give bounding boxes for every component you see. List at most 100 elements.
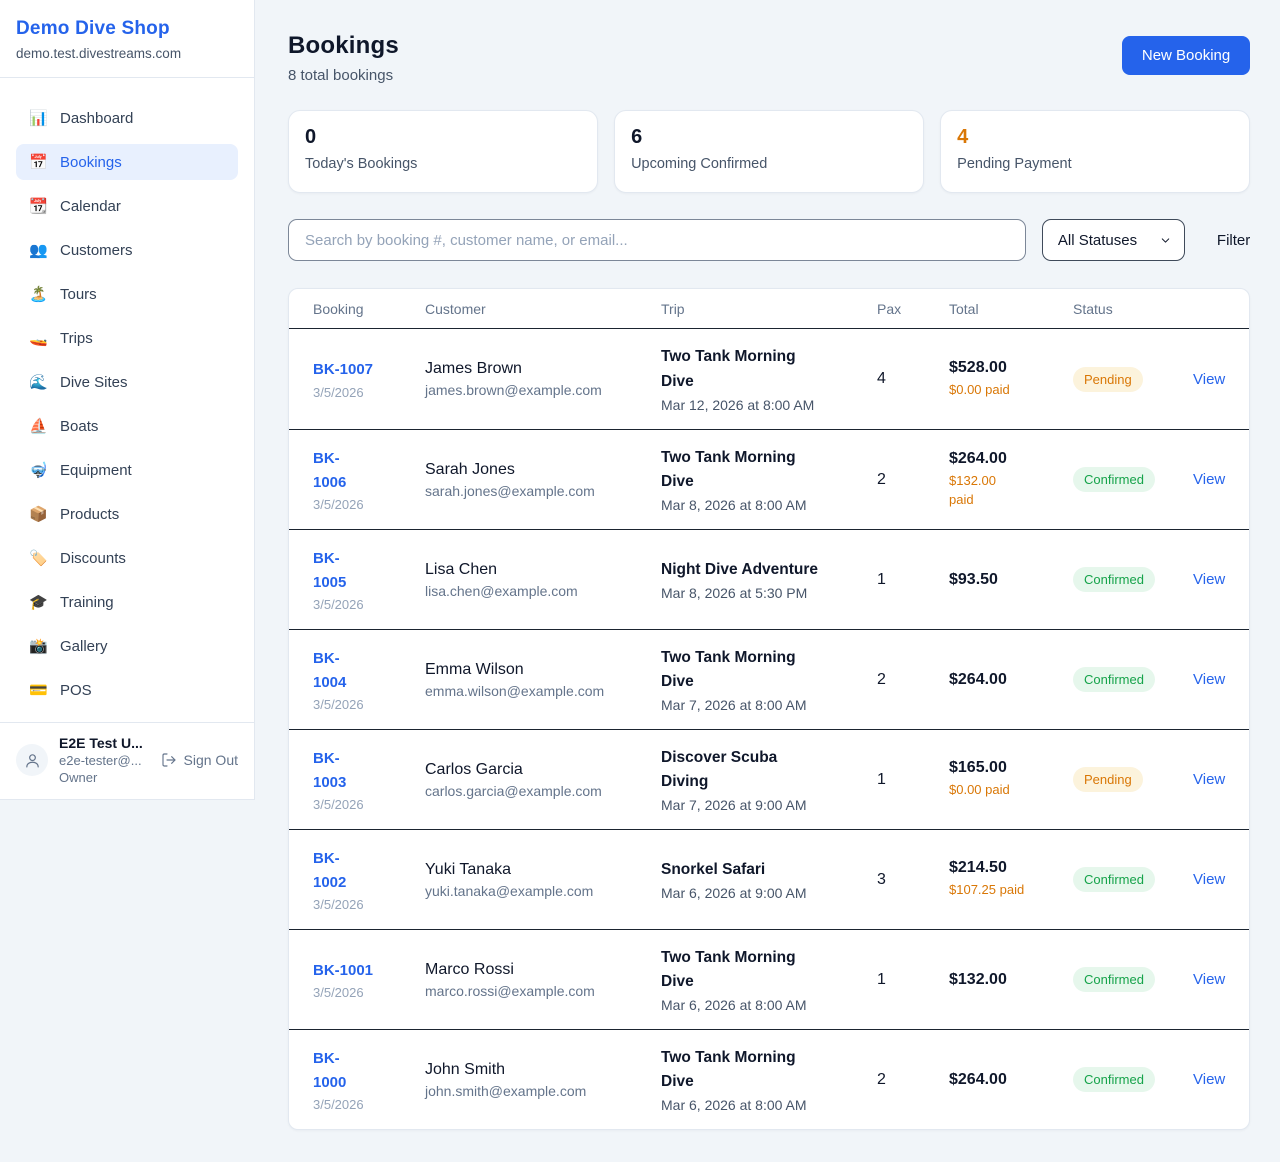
view-link[interactable]: View <box>1193 671 1226 688</box>
paid-amount: $107.25 paid <box>949 882 1025 898</box>
page-subtitle: 8 total bookings <box>288 67 394 84</box>
trip-datetime: Mar 8, 2026 at 5:30 PM <box>661 585 808 601</box>
table-row: BK-1001 3/5/2026 Marco Rossi marco.rossi… <box>289 929 1250 1029</box>
sidebar-item-dashboard[interactable]: 📊 Dashboard <box>16 100 238 136</box>
booking-id-link[interactable]: BK- 1005 <box>313 550 347 591</box>
sidebar-item-bookings[interactable]: 📅 Bookings <box>16 144 238 180</box>
booking-date: 3/5/2026 <box>313 696 364 712</box>
sidebar-item-label: Tours <box>60 285 97 303</box>
stat-label: Upcoming Confirmed <box>631 156 768 172</box>
sign-out-icon <box>161 753 176 767</box>
view-link[interactable]: View <box>1193 871 1226 888</box>
trip-datetime: Mar 12, 2026 at 8:00 AM <box>661 396 815 413</box>
discounts-icon: 🏷️ <box>29 550 48 567</box>
paid-amount: $0.00 paid <box>949 381 1010 397</box>
table-row: BK- 1004 3/5/2026 Emma Wilson emma.wilso… <box>289 629 1250 729</box>
calendar-icon: 📆 <box>29 198 48 215</box>
customer-name: Marco Rossi <box>425 960 514 978</box>
paid-amount: $132.00 paid <box>949 472 996 507</box>
status-badge: Confirmed <box>1073 1067 1155 1092</box>
column-header-status: Status <box>1073 300 1113 317</box>
sidebar-item-training[interactable]: 🎓 Training <box>16 584 238 620</box>
customer-name: Sarah Jones <box>425 460 515 478</box>
total-amount: $264.00 <box>949 449 1007 467</box>
pax-count: 2 <box>877 670 886 688</box>
sidebar-nav: 📊 Dashboard 📅 Bookings 📆 Calendar 👥 Cust… <box>0 78 254 716</box>
trip-name: Night Dive Adventure <box>661 560 819 578</box>
customer-email: marco.rossi@example.com <box>425 982 595 999</box>
booking-date: 3/5/2026 <box>313 384 364 400</box>
booking-id-link[interactable]: BK- 1004 <box>313 650 347 691</box>
sign-out-label: Sign Out <box>183 752 238 768</box>
customer-email: sarah.jones@example.com <box>425 482 595 499</box>
view-link[interactable]: View <box>1193 471 1226 488</box>
sidebar-item-label: Training <box>60 593 114 611</box>
sidebar-item-discounts[interactable]: 🏷️ Discounts <box>16 540 238 576</box>
sidebar-item-label: Dive Sites <box>60 373 128 391</box>
trip-name: Two Tank Morning Dive <box>661 1048 796 1090</box>
stats-row: 0 Today's Bookings 6 Upcoming Confirmed … <box>288 110 1251 193</box>
booking-id-link[interactable]: BK- 1000 <box>313 1050 347 1091</box>
user-icon <box>25 753 39 767</box>
customer-email: carlos.garcia@example.com <box>425 782 602 799</box>
trip-datetime: Mar 7, 2026 at 9:00 AM <box>661 797 807 814</box>
trip-name: Discover Scuba Diving <box>661 748 778 790</box>
sidebar-item-customers[interactable]: 👥 Customers <box>16 232 238 268</box>
user-email: e2e-tester@... <box>59 753 142 768</box>
sidebar-item-trips[interactable]: 🚤 Trips <box>16 320 238 356</box>
view-link[interactable]: View <box>1193 370 1226 388</box>
total-amount: $264.00 <box>949 1070 1007 1088</box>
sidebar-item-dive-sites[interactable]: 🌊 Dive Sites <box>16 364 238 400</box>
status-filter-select[interactable]: All Statuses <box>1041 219 1185 261</box>
sidebar-item-tours[interactable]: 🏝️ Tours <box>16 276 238 312</box>
bookings-icon: 📅 <box>29 154 48 171</box>
sidebar-footer-divider <box>0 722 254 723</box>
stat-value: 0 <box>305 126 317 148</box>
booking-id-link[interactable]: BK-1007 <box>313 361 374 379</box>
booking-id-link[interactable]: BK-1001 <box>313 961 374 979</box>
status-badge: Confirmed <box>1073 967 1155 992</box>
products-icon: 📦 <box>29 506 48 523</box>
trip-datetime: Mar 6, 2026 at 9:00 AM <box>661 885 807 901</box>
total-amount: $264.00 <box>949 670 1007 688</box>
sidebar-item-calendar[interactable]: 📆 Calendar <box>16 188 238 224</box>
sidebar-item-products[interactable]: 📦 Products <box>16 496 238 532</box>
pax-count: 1 <box>877 770 886 788</box>
sign-out-button[interactable]: Sign Out <box>161 752 238 768</box>
booking-date: 3/5/2026 <box>313 985 364 1001</box>
booking-date: 3/5/2026 <box>313 496 364 512</box>
stat-label: Pending Payment <box>957 156 1072 172</box>
sidebar-item-pos[interactable]: 💳 POS <box>16 672 238 708</box>
total-amount: $93.50 <box>949 570 998 588</box>
new-booking-button[interactable]: New Booking <box>1121 36 1251 75</box>
table-row: BK- 1005 3/5/2026 Lisa Chen lisa.chen@ex… <box>289 529 1250 629</box>
customer-name: John Smith <box>425 1060 506 1078</box>
view-link[interactable]: View <box>1193 971 1226 988</box>
trip-datetime: Mar 8, 2026 at 8:00 AM <box>661 497 807 514</box>
customer-name: Carlos Garcia <box>425 760 523 778</box>
stat-card-todays-bookings: 0 Today's Bookings <box>288 110 599 193</box>
customer-name: Emma Wilson <box>425 660 524 678</box>
view-link[interactable]: View <box>1193 1071 1226 1088</box>
sidebar-item-gallery[interactable]: 📸 Gallery <box>16 628 238 664</box>
sidebar-item-label: Trips <box>60 329 93 347</box>
view-link[interactable]: View <box>1193 771 1226 788</box>
sidebar-item-label: Calendar <box>60 197 121 215</box>
sidebar-item-label: Discounts <box>60 549 126 567</box>
view-link[interactable]: View <box>1193 571 1226 588</box>
page-header: Bookings 8 total bookings New Booking <box>288 32 1251 84</box>
booking-id-link[interactable]: BK- 1003 <box>313 750 347 791</box>
search-input[interactable] <box>288 219 1026 261</box>
booking-id-link[interactable]: BK- 1002 <box>313 850 347 891</box>
table-row: BK- 1002 3/5/2026 Yuki Tanaka yuki.tanak… <box>289 829 1250 929</box>
total-amount: $214.50 <box>949 859 1007 877</box>
status-filter-value: All Statuses <box>1057 231 1138 249</box>
sidebar-item-boats[interactable]: ⛵ Boats <box>16 408 238 444</box>
bookings-table: Booking Customer Trip Pax Total Status B… <box>288 288 1251 1130</box>
trip-datetime: Mar 6, 2026 at 8:00 AM <box>661 997 807 1014</box>
booking-id-link[interactable]: BK- 1006 <box>313 450 347 491</box>
sidebar-item-equipment[interactable]: 🤿 Equipment <box>16 452 238 488</box>
column-header-customer: Customer <box>425 300 486 317</box>
filter-button[interactable]: Filter <box>1216 231 1251 249</box>
status-badge: Confirmed <box>1073 567 1155 592</box>
